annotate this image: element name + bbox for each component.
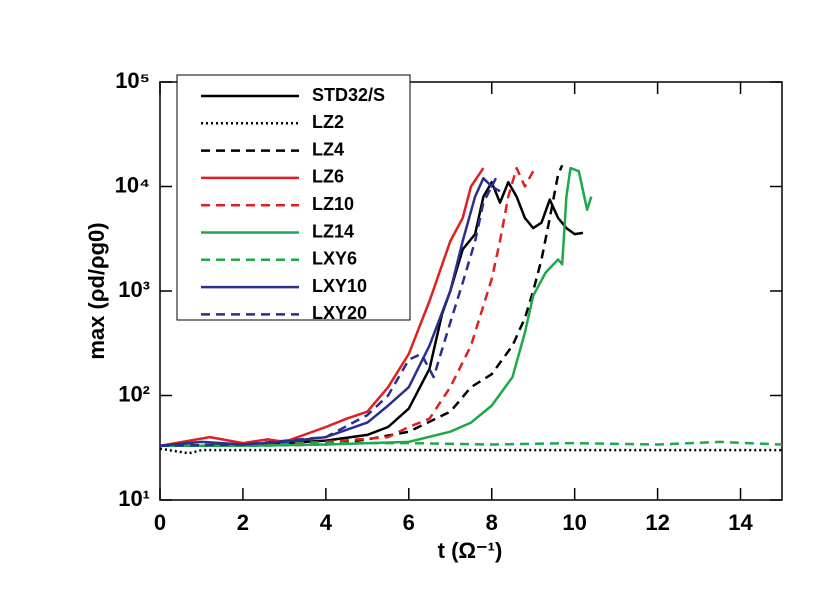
x-tick-label: 14 [728,510,753,535]
x-axis-label: t (Ω⁻¹) [438,538,503,563]
x-tick-label: 6 [403,510,415,535]
series-line [160,166,593,448]
series-line [160,180,584,448]
y-axis-label: max (ρd/ρg0) [84,222,109,359]
x-tick-label: 0 [154,510,166,535]
legend-label: LZ14 [312,221,354,241]
x-tick-label: 10 [562,510,586,535]
y-tick-label: 10² [118,381,150,406]
legend-label: LZ4 [312,139,344,159]
legend-label: STD32/S [312,85,385,105]
x-tick-label: 4 [320,510,333,535]
series-line [159,447,782,455]
legend-label: LZ6 [312,167,344,187]
x-tick-label: 8 [486,510,498,535]
legend-label: LZ10 [312,194,354,214]
series-line [159,185,501,448]
series-line [159,166,535,448]
legend-label: LXY6 [312,249,357,269]
series-line [159,167,485,448]
x-tick-label: 12 [645,510,669,535]
legend-label: LXY10 [312,276,367,296]
series-line [159,440,783,448]
legend-label: LXY20 [312,303,367,323]
y-tick-label: 10¹ [118,486,150,511]
y-tick-label: 10⁴ [115,172,150,197]
series-line [160,164,564,448]
y-tick-label: 10³ [118,277,150,302]
legend-box [176,74,411,321]
legend-label: LZ2 [312,112,344,132]
x-tick-label: 2 [237,510,249,535]
y-tick-label: 10⁵ [115,68,150,93]
